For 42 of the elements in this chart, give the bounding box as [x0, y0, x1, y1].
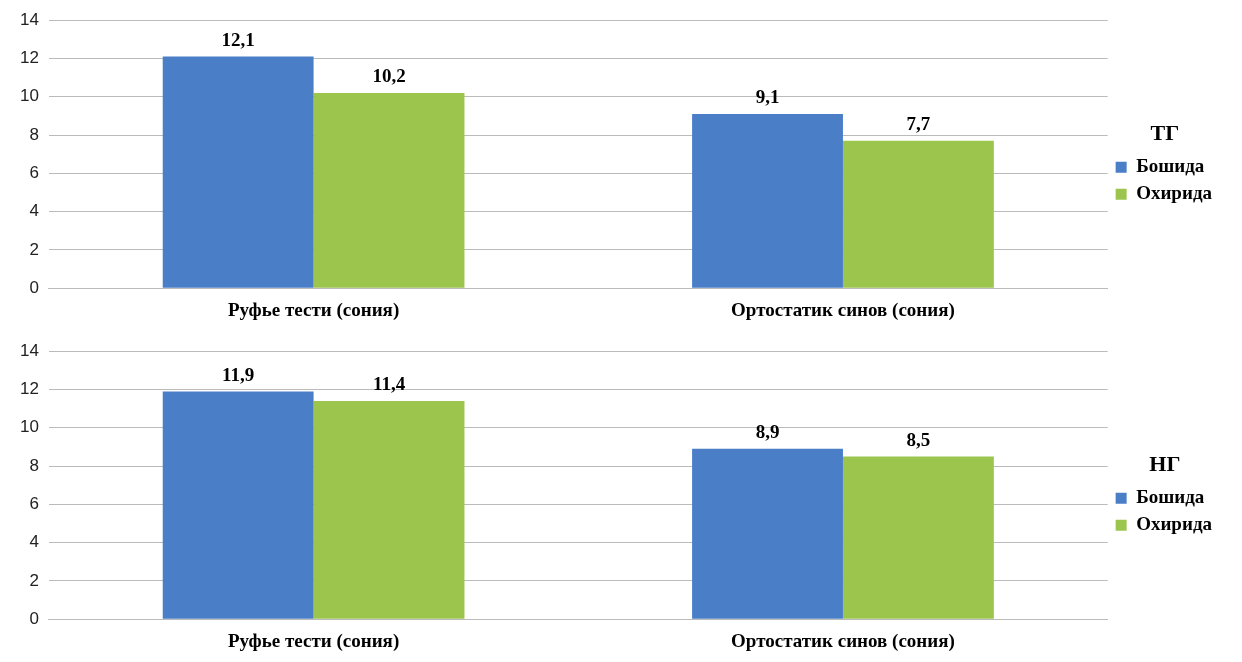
y-tick-label: 6	[29, 163, 39, 183]
x-tick-label: Ортостатик синов (сония)	[731, 298, 955, 321]
legend-title: НГ	[1149, 450, 1181, 476]
y-tick-label: 14	[19, 340, 39, 360]
y-tick-label: 4	[29, 201, 39, 221]
bar	[842, 456, 994, 619]
bar	[313, 92, 465, 288]
x-tick-label: Ортостатик синов (сония)	[731, 629, 955, 652]
legend-title: ТГ	[1150, 119, 1180, 145]
y-tick-label: 2	[29, 239, 39, 259]
bar	[692, 448, 843, 619]
legend-label: Охирида	[1136, 182, 1213, 204]
x-tick-label: Руфье тести (сония)	[227, 298, 400, 321]
data-label: 7,7	[906, 113, 931, 135]
y-tick-label: 10	[19, 417, 39, 437]
x-tick-label: Руфье тести (сония)	[227, 629, 400, 652]
y-tick-label: 0	[29, 608, 39, 628]
data-label: 10,2	[372, 65, 406, 87]
legend-label: Бошида	[1136, 155, 1205, 177]
bar	[162, 391, 314, 619]
y-tick-label: 10	[19, 86, 39, 106]
data-label: 11,4	[372, 373, 406, 395]
y-tick-label: 8	[29, 124, 39, 144]
bar	[842, 140, 994, 288]
legend-label: Бошида	[1136, 486, 1205, 508]
bar	[692, 114, 843, 288]
y-tick-label: 12	[19, 379, 39, 399]
y-tick-label: 4	[29, 532, 39, 552]
y-tick-label: 12	[19, 48, 39, 68]
data-label: 8,5	[906, 428, 931, 450]
y-tick-label: 2	[29, 570, 39, 590]
bar	[313, 400, 465, 619]
bar	[162, 56, 314, 288]
y-tick-label: 6	[29, 494, 39, 514]
data-label: 9,1	[755, 86, 780, 108]
data-label: 11,9	[222, 363, 255, 385]
data-label: 12,1	[221, 28, 255, 50]
data-label: 8,9	[755, 421, 780, 443]
y-tick-label: 8	[29, 455, 39, 475]
legend-label: Охирида	[1136, 513, 1213, 535]
y-tick-label: 14	[19, 9, 39, 29]
y-tick-label: 0	[29, 277, 39, 297]
